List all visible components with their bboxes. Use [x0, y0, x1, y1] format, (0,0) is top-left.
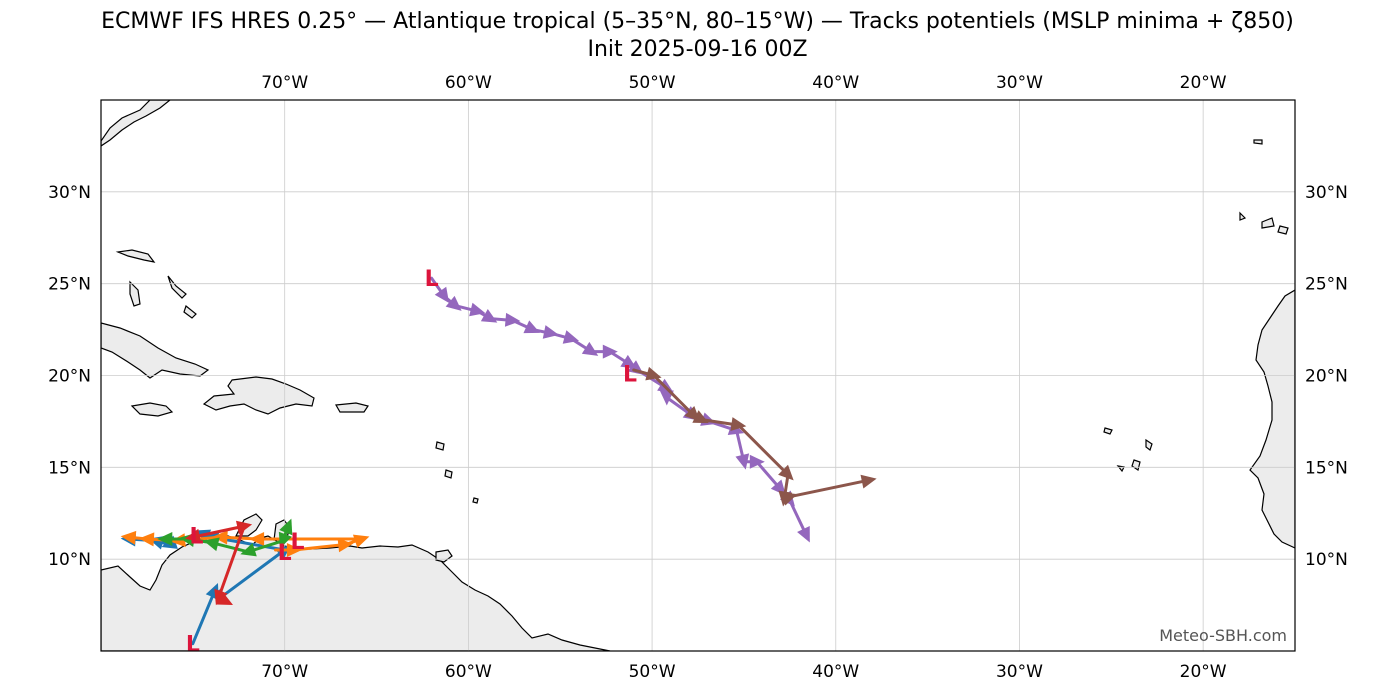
hispaniola [202, 376, 315, 415]
track-2 [632, 366, 877, 507]
guadeloupe [435, 441, 445, 451]
track-arrow-marker [337, 538, 354, 553]
madeira [1253, 139, 1263, 145]
low-pressure-marker: L [623, 363, 637, 388]
axis-tick-labels: 70°W 70°W 60°W 60°W 50°W 50°W 40°W 40°W 30°W 30°W… [48, 73, 1348, 682]
track-arrow-marker [645, 366, 662, 381]
lon-tick-label-top: 50°W [629, 73, 676, 93]
track-arrow-marker [184, 528, 202, 543]
track-arrow-marker [445, 295, 462, 311]
track-arrow-marker [240, 543, 257, 557]
track-arrow-marker [286, 543, 302, 557]
track-arrow-marker [659, 390, 674, 406]
lon-tick-label-top: 60°W [445, 73, 492, 93]
cuba [101, 322, 210, 379]
track-arrow-marker [730, 417, 747, 431]
track-arrow-marker [138, 532, 155, 547]
bahamas-grand [115, 249, 156, 263]
track-arrow-marker [216, 592, 234, 605]
lon-tick-label-bottom: 70°W [261, 662, 308, 682]
track-arrow-marker [542, 325, 559, 339]
lon-tick-label-bottom: 20°W [1180, 662, 1227, 682]
map-frame [100, 99, 1296, 652]
track-arrow-marker [480, 309, 498, 323]
lat-tick-label-left: 20°N [48, 367, 91, 387]
lat-tick-label-left: 25°N [48, 275, 91, 295]
track-arrow-marker [434, 286, 450, 304]
low-pressure-marker: L [291, 530, 305, 555]
low-pressure-marker: L [190, 524, 204, 549]
lat-tick-label-right: 30°N [1305, 183, 1348, 203]
west-africa [1249, 289, 1295, 549]
florida [101, 100, 171, 147]
track-arrow-marker [352, 534, 370, 548]
track-arrow-marker [797, 525, 810, 543]
track-arrow-marker [157, 532, 173, 546]
cape-verde [1103, 427, 1153, 473]
land-masses [101, 100, 1295, 651]
track-arrow-marker [780, 492, 798, 506]
bahamas-eleuthera [167, 275, 187, 299]
lat-tick-label-right: 10°N [1305, 550, 1348, 570]
low-pressure-marker: L [425, 267, 439, 292]
track-arrow-marker [562, 330, 580, 344]
track-arrow-marker [735, 453, 750, 470]
low-pressure-marker: L [186, 633, 200, 658]
low-pressure-marker: L [278, 541, 292, 566]
gridlines [101, 100, 1295, 651]
track-arrow-marker [203, 537, 220, 552]
lon-tick-label-bottom: 40°W [812, 662, 859, 682]
track-arrow-marker [235, 520, 253, 535]
lat-tick-label-right: 20°N [1305, 367, 1348, 387]
map-title: ECMWF IFS HRES 0.25° — Atlantique tropic… [0, 8, 1395, 64]
title-line-2: Init 2025-09-16 00Z [587, 37, 808, 62]
track-arrow-marker [212, 530, 228, 545]
track-4 [120, 530, 370, 557]
lon-tick-label-top: 20°W [1180, 73, 1227, 93]
barbados [472, 497, 479, 504]
title-line-1: ECMWF IFS HRES 0.25° — Atlantique tropic… [101, 9, 1294, 34]
lon-tick-label-bottom: 30°W [996, 662, 1043, 682]
credit-label: Meteo-SBH.com [1159, 626, 1287, 645]
track-arrow-marker [120, 530, 137, 545]
track-arrow-marker [249, 532, 265, 546]
track-arrow-marker [279, 518, 293, 536]
bahamas-islet [183, 304, 197, 319]
storm-tracks [120, 276, 877, 646]
track-arrow-marker [523, 320, 540, 334]
track-arrow-marker [504, 312, 521, 327]
track-arrow-marker [602, 344, 618, 359]
bahamas-andros [129, 280, 141, 307]
track-arrow-marker [581, 341, 599, 356]
lat-tick-label-left: 10°N [48, 550, 91, 570]
track-arrow-marker [749, 454, 765, 469]
track-arrow-marker [778, 464, 794, 481]
track-arrow-marker [278, 531, 292, 549]
lat-tick-label-right: 25°N [1305, 275, 1348, 295]
lon-tick-label-bottom: 60°W [445, 662, 492, 682]
lon-tick-label-top: 40°W [812, 73, 859, 93]
jamaica [130, 402, 174, 417]
puerto-rico [335, 402, 369, 413]
lat-tick-label-left: 15°N [48, 458, 91, 478]
canary-islands [1239, 211, 1289, 235]
lat-tick-label-right: 15°N [1305, 458, 1348, 478]
lat-tick-label-left: 30°N [48, 183, 91, 203]
track-arrow-marker [692, 410, 709, 424]
lon-tick-label-bottom: 50°W [629, 662, 676, 682]
track-6 [184, 520, 253, 606]
track-arrow-marker [860, 474, 877, 489]
lon-tick-label-top: 70°W [261, 73, 308, 93]
martinique [444, 469, 453, 479]
track-arrow-marker [469, 302, 486, 317]
lon-tick-label-top: 30°W [996, 73, 1043, 93]
